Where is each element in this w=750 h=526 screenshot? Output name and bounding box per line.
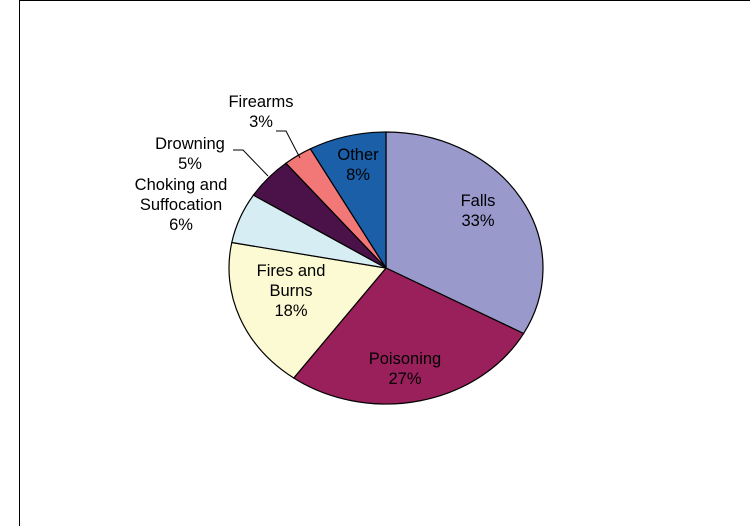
pie-slice-falls bbox=[385, 131, 544, 335]
slice-label-drowning: Drowning 5% bbox=[155, 135, 225, 173]
leader-lines bbox=[233, 130, 301, 177]
slice-label-line: Firearms bbox=[228, 93, 293, 111]
slice-label-line: 5% bbox=[178, 155, 202, 173]
slice-label-line: 27% bbox=[388, 370, 421, 388]
slice-label-fires-and-burns: Fires and Burns 18% bbox=[257, 262, 326, 320]
slice-label-falls: Falls 33% bbox=[461, 192, 496, 230]
slice-label-line: Poisoning bbox=[369, 350, 441, 368]
slice-label-line: Falls bbox=[461, 192, 496, 210]
slice-label-line: Suffocation bbox=[140, 196, 222, 214]
slice-label-line: Choking and bbox=[135, 176, 228, 194]
slice-label-line: Drowning bbox=[155, 135, 225, 153]
slice-labels: Falls 33% Poisoning 27% Fires and Burns 18% Cho… bbox=[135, 93, 496, 388]
slice-label-line: 6% bbox=[169, 216, 193, 234]
slice-label-firearms: Firearms 3% bbox=[228, 93, 293, 131]
slice-label-line: 8% bbox=[346, 166, 370, 184]
leader-line-firearms bbox=[276, 130, 301, 159]
pie-slice-poisoning bbox=[293, 267, 525, 405]
pie-slices bbox=[228, 131, 544, 405]
pie-slice-other bbox=[309, 131, 387, 269]
slice-label-line: 18% bbox=[274, 302, 307, 320]
slice-label-line: Other bbox=[337, 146, 379, 164]
slice-label-line: Burns bbox=[269, 282, 312, 300]
slice-label-other: Other 8% bbox=[337, 146, 379, 184]
chart-area bbox=[19, 0, 750, 526]
pie-slice-fires-and-burns bbox=[228, 241, 387, 379]
slice-label-choking-and-suffocation: Choking and Suffocation 6% bbox=[135, 176, 228, 234]
slice-label-line: 3% bbox=[249, 113, 273, 131]
leader-line-drowning bbox=[233, 149, 269, 177]
slice-label-line: 33% bbox=[461, 212, 494, 230]
slice-label-poisoning: Poisoning 27% bbox=[369, 350, 441, 388]
slice-label-line: Fires and bbox=[257, 262, 326, 280]
